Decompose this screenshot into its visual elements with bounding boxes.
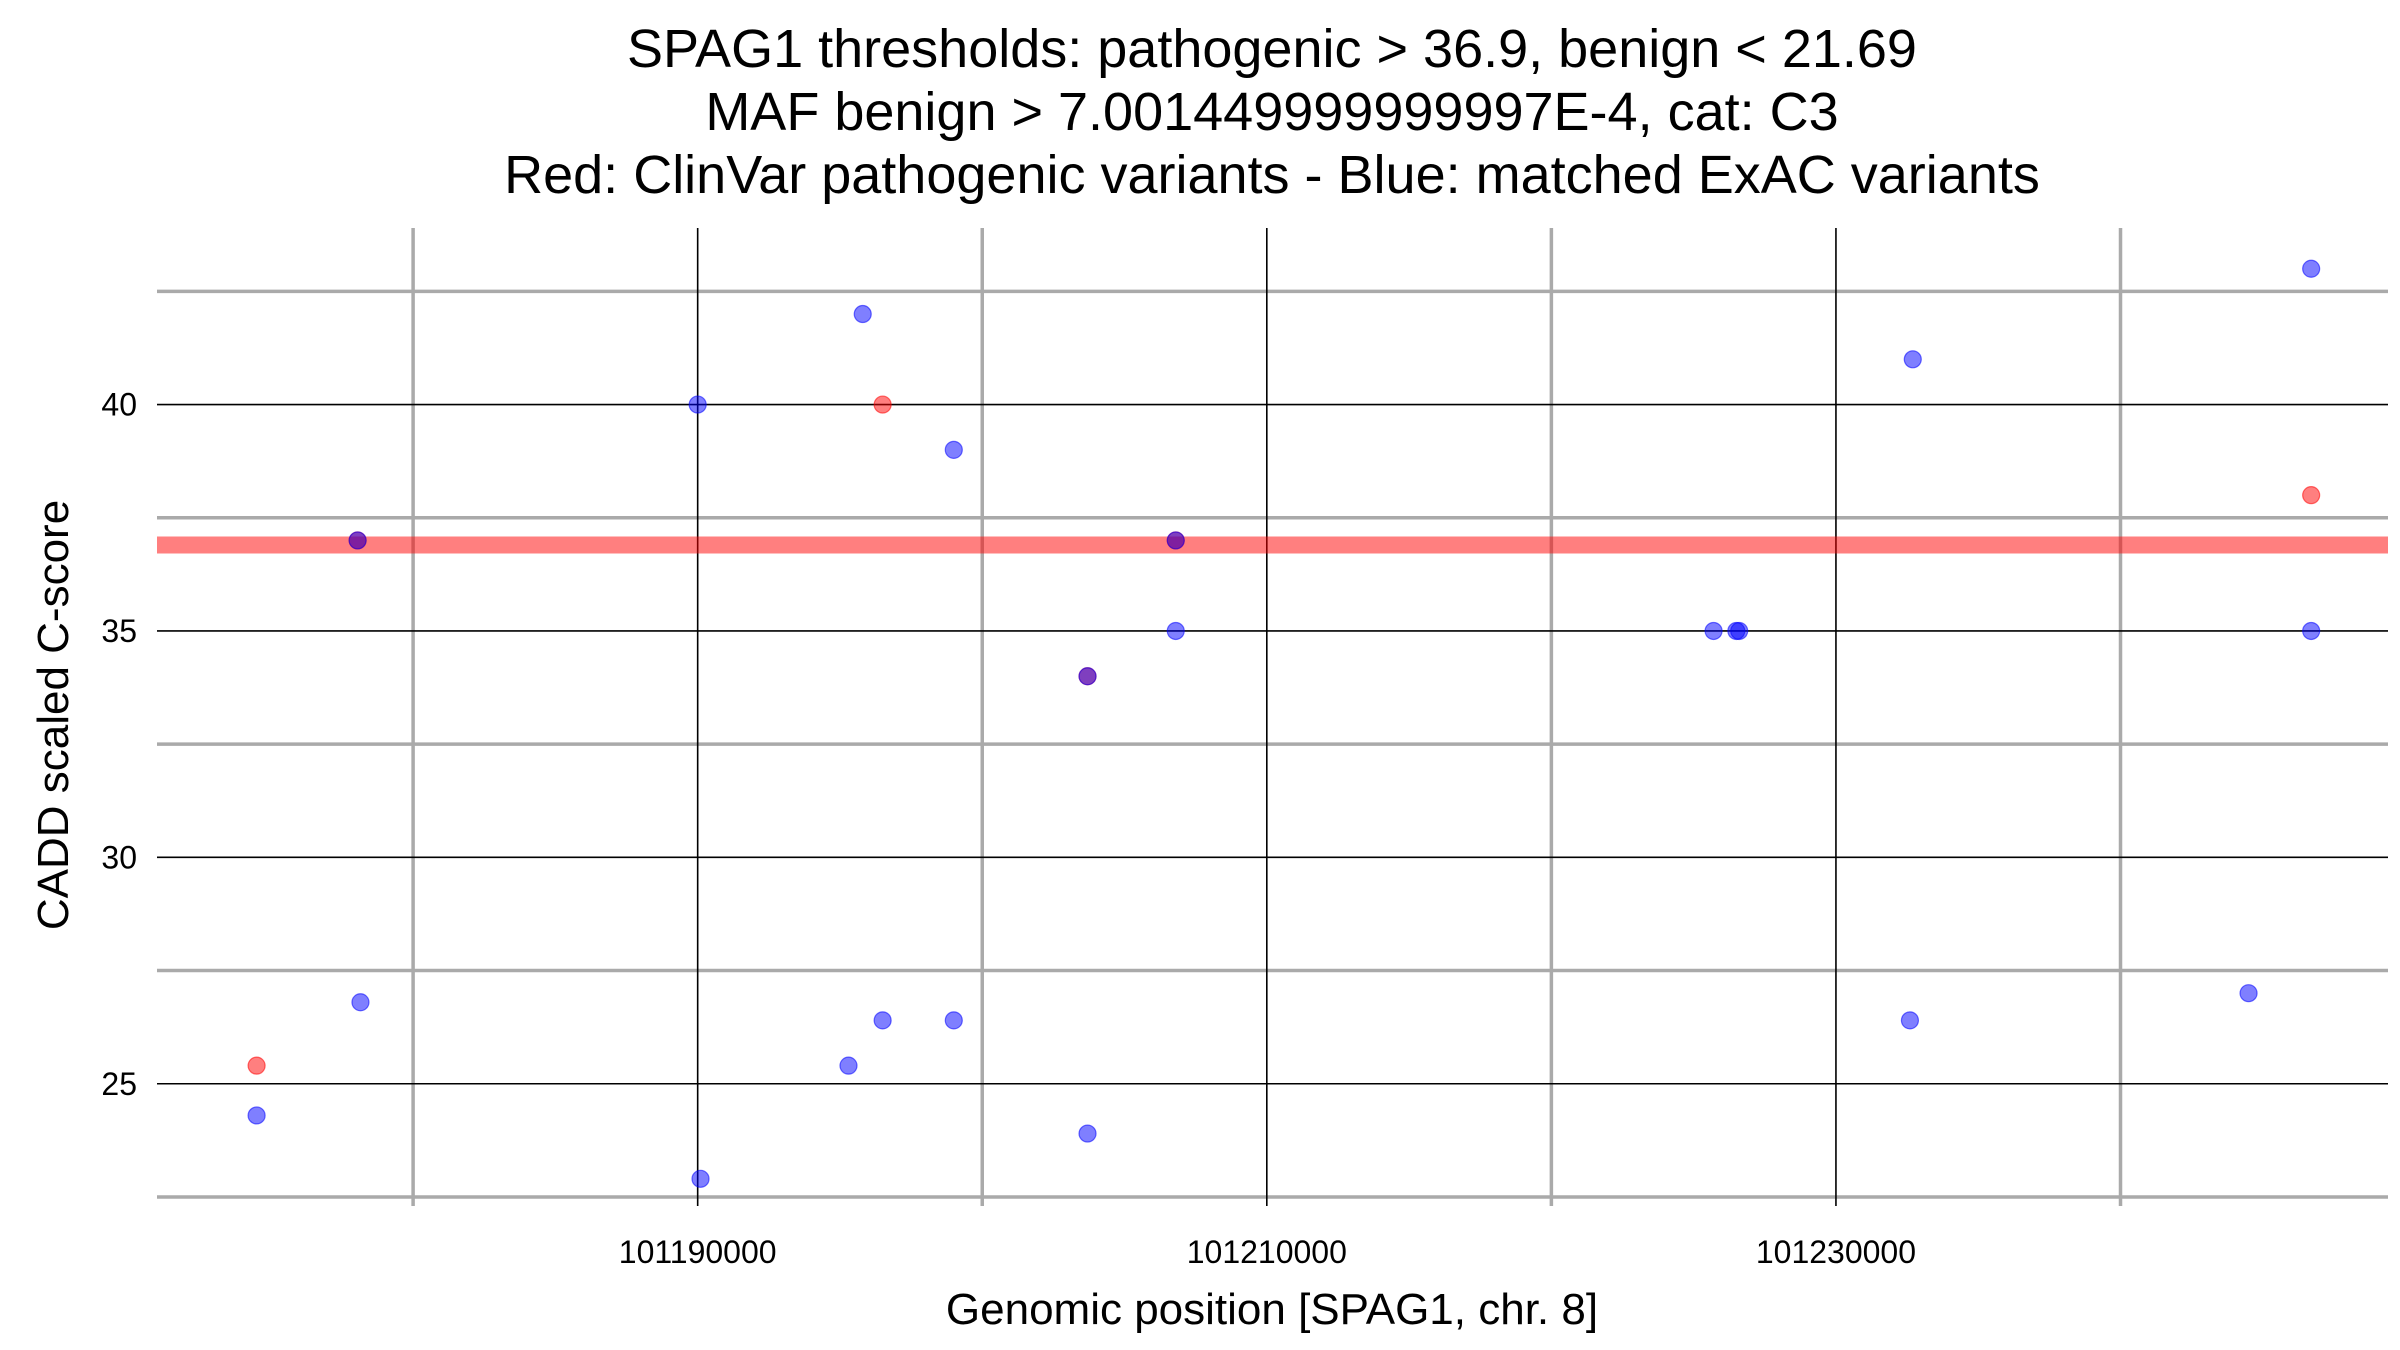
major-gridlines — [157, 228, 2388, 1206]
y-axis-title: CADD scaled C-score — [29, 500, 78, 930]
exac-point — [688, 395, 707, 414]
exac-point — [1903, 350, 1922, 369]
exac-point — [944, 440, 963, 459]
exac-point — [1166, 621, 1185, 641]
minor-gridlines — [157, 228, 2388, 1206]
pathogenic-point — [2302, 486, 2321, 505]
x-tick-label: 101190000 — [619, 1234, 777, 1270]
exac-point — [1900, 1011, 1920, 1030]
x-axis-title: Genomic position [SPAG1, chr. 8] — [946, 1285, 1598, 1334]
exac-point — [1078, 667, 1097, 686]
exac-point — [351, 993, 370, 1012]
y-tick-label: 40 — [101, 387, 137, 423]
exac-point — [247, 1106, 266, 1125]
y-axis-tick-labels: 25 30 35 40 — [101, 387, 137, 1102]
y-tick-label: 25 — [101, 1066, 137, 1102]
exac-point — [2302, 621, 2321, 641]
pathogenic-point — [873, 395, 892, 414]
title-line-2: MAF benign > 7.001449999999997E-4, cat: … — [705, 82, 1838, 142]
exac-point — [1730, 621, 1749, 641]
title-line-3: Red: ClinVar pathogenic variants - Blue:… — [504, 145, 2040, 205]
y-tick-label: 30 — [101, 839, 137, 875]
chart-title: SPAG1 thresholds: pathogenic > 36.9, ben… — [504, 19, 2040, 205]
exac-point — [2302, 259, 2321, 278]
data-points — [247, 259, 2321, 1188]
exac-point — [839, 1056, 858, 1075]
exac-point — [853, 304, 872, 324]
y-tick-label: 35 — [101, 613, 137, 649]
exac-point — [2239, 984, 2258, 1003]
x-tick-label: 101230000 — [1756, 1234, 1916, 1270]
pathogenic-point — [247, 1056, 266, 1075]
exac-point — [873, 1011, 892, 1030]
exac-point — [691, 1169, 710, 1188]
x-tick-label: 101210000 — [1187, 1234, 1347, 1270]
title-line-1: SPAG1 thresholds: pathogenic > 36.9, ben… — [627, 19, 1917, 79]
exac-point — [1078, 1124, 1097, 1143]
x-axis-tick-labels: 101190000 101210000 101230000 — [619, 1234, 1916, 1270]
exac-point — [348, 531, 367, 550]
exac-point — [1166, 531, 1185, 550]
exac-point — [944, 1011, 963, 1030]
exac-point — [1704, 621, 1723, 641]
